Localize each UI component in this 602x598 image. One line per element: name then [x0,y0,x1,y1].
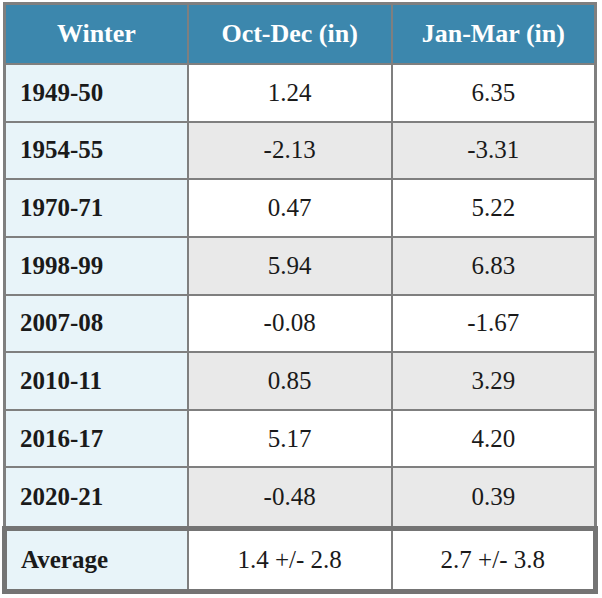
cell-oct-dec: -2.13 [188,122,392,180]
cell-oct-dec: 1.24 [188,64,392,122]
table-body: 1949-50 1.24 6.35 1954-55 -2.13 -3.31 19… [5,64,596,592]
cell-jan-mar: 4.20 [392,410,596,468]
cell-jan-mar: 5.22 [392,179,596,237]
cell-oct-dec: -0.48 [188,467,392,528]
average-cell-oct-dec: 1.4 +/- 2.8 [188,528,392,591]
table-header: Winter Oct-Dec (in) Jan-Mar (in) [5,4,596,65]
table-row: 1954-55 -2.13 -3.31 [5,122,596,180]
row-label-winter: 1954-55 [5,122,188,180]
cell-jan-mar: 6.83 [392,237,596,295]
row-label-winter: 2010-11 [5,352,188,410]
column-header-winter: Winter [5,4,188,65]
average-row: Average 1.4 +/- 2.8 2.7 +/- 3.8 [5,528,596,591]
row-label-winter: 2007-08 [5,295,188,353]
row-label-winter: 2020-21 [5,467,188,528]
cell-oct-dec: 0.47 [188,179,392,237]
table-row: 1998-99 5.94 6.83 [5,237,596,295]
winter-precipitation-table: Winter Oct-Dec (in) Jan-Mar (in) 1949-50… [2,2,598,594]
table-row: 2007-08 -0.08 -1.67 [5,295,596,353]
cell-jan-mar: 6.35 [392,64,596,122]
table-row: 1949-50 1.24 6.35 [5,64,596,122]
average-cell-jan-mar: 2.7 +/- 3.8 [392,528,596,591]
column-header-oct-dec: Oct-Dec (in) [188,4,392,65]
table-row: 1970-71 0.47 5.22 [5,179,596,237]
row-label-winter: 1949-50 [5,64,188,122]
table-row: 2010-11 0.85 3.29 [5,352,596,410]
cell-jan-mar: 3.29 [392,352,596,410]
header-row: Winter Oct-Dec (in) Jan-Mar (in) [5,4,596,65]
average-row-label: Average [5,528,188,591]
cell-oct-dec: 0.85 [188,352,392,410]
cell-oct-dec: 5.94 [188,237,392,295]
column-header-jan-mar: Jan-Mar (in) [392,4,596,65]
cell-jan-mar: -1.67 [392,295,596,353]
row-label-winter: 2016-17 [5,410,188,468]
cell-jan-mar: 0.39 [392,467,596,528]
table-row: 2020-21 -0.48 0.39 [5,467,596,528]
cell-oct-dec: -0.08 [188,295,392,353]
table-row: 2016-17 5.17 4.20 [5,410,596,468]
cell-oct-dec: 5.17 [188,410,392,468]
row-label-winter: 1970-71 [5,179,188,237]
row-label-winter: 1998-99 [5,237,188,295]
cell-jan-mar: -3.31 [392,122,596,180]
